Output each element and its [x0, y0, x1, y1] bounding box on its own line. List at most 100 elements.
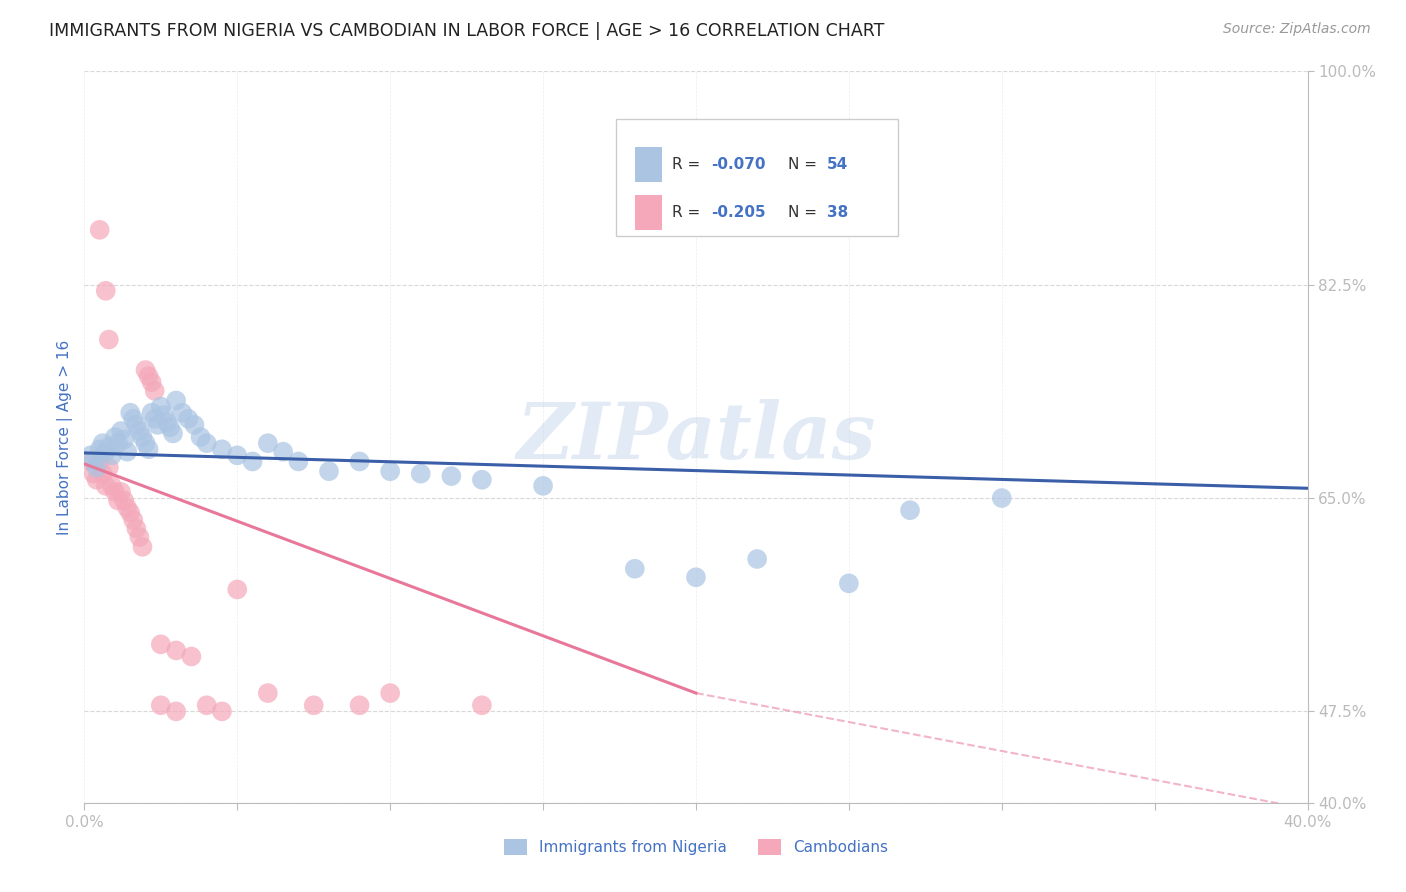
- Point: [149, 698, 172, 713]
- Point: [112, 433, 135, 447]
- Point: [380, 686, 402, 700]
- Point: [195, 436, 218, 450]
- Point: [125, 521, 148, 535]
- Point: [89, 454, 111, 468]
- Point: [79, 448, 101, 462]
- Point: [153, 408, 176, 422]
- Point: [257, 686, 280, 700]
- Text: -0.205: -0.205: [710, 205, 765, 220]
- Point: [94, 479, 117, 493]
- FancyBboxPatch shape: [636, 146, 662, 182]
- Point: [97, 440, 120, 454]
- Point: [115, 444, 138, 458]
- Point: [318, 464, 340, 478]
- Point: [838, 576, 860, 591]
- Point: [211, 705, 233, 719]
- Point: [624, 562, 647, 576]
- Text: ZIPatlas: ZIPatlas: [516, 399, 876, 475]
- Text: R =: R =: [672, 157, 704, 172]
- Point: [131, 430, 153, 444]
- Text: R =: R =: [672, 205, 704, 220]
- Point: [302, 698, 325, 713]
- Text: N =: N =: [787, 157, 821, 172]
- Point: [79, 454, 101, 468]
- Point: [97, 460, 120, 475]
- Point: [159, 420, 181, 434]
- Point: [143, 384, 166, 398]
- Point: [183, 417, 205, 432]
- Point: [531, 479, 554, 493]
- Point: [107, 436, 129, 450]
- Point: [257, 436, 280, 450]
- Point: [991, 491, 1014, 505]
- Point: [83, 454, 105, 468]
- Point: [380, 464, 402, 478]
- Point: [156, 416, 179, 430]
- Point: [120, 406, 142, 420]
- Point: [149, 637, 172, 651]
- Point: [162, 426, 184, 441]
- Point: [94, 444, 117, 458]
- Point: [143, 412, 166, 426]
- Point: [747, 552, 769, 566]
- Point: [115, 500, 138, 515]
- Point: [165, 705, 187, 719]
- Point: [86, 460, 108, 475]
- Point: [125, 417, 148, 432]
- Point: [226, 582, 249, 597]
- Y-axis label: In Labor Force | Age > 16: In Labor Force | Age > 16: [58, 340, 73, 534]
- Point: [177, 412, 200, 426]
- Text: -0.070: -0.070: [710, 157, 765, 172]
- Point: [110, 424, 132, 438]
- Point: [97, 333, 120, 347]
- Text: N =: N =: [787, 205, 821, 220]
- Point: [128, 530, 150, 544]
- Point: [146, 417, 169, 432]
- Point: [180, 649, 202, 664]
- Point: [141, 376, 163, 390]
- Point: [242, 454, 264, 468]
- Point: [86, 473, 108, 487]
- Point: [91, 436, 114, 450]
- Point: [409, 467, 432, 481]
- Point: [898, 503, 921, 517]
- Point: [149, 400, 172, 414]
- Point: [135, 436, 157, 450]
- Point: [122, 513, 145, 527]
- Point: [471, 473, 494, 487]
- Point: [685, 570, 707, 584]
- Point: [440, 469, 463, 483]
- Point: [128, 424, 150, 438]
- Point: [226, 448, 249, 462]
- Point: [271, 444, 294, 458]
- Point: [89, 223, 111, 237]
- Point: [101, 479, 124, 493]
- Point: [138, 442, 160, 457]
- Point: [122, 412, 145, 426]
- Text: 38: 38: [827, 205, 848, 220]
- Text: 54: 54: [827, 157, 848, 172]
- Point: [112, 493, 135, 508]
- Point: [165, 393, 187, 408]
- Point: [195, 698, 218, 713]
- Point: [120, 506, 142, 520]
- Text: Source: ZipAtlas.com: Source: ZipAtlas.com: [1223, 22, 1371, 37]
- Point: [89, 442, 111, 457]
- FancyBboxPatch shape: [616, 119, 898, 235]
- Point: [83, 467, 105, 481]
- Point: [190, 430, 212, 444]
- Point: [107, 493, 129, 508]
- FancyBboxPatch shape: [636, 195, 662, 230]
- Point: [211, 442, 233, 457]
- Point: [101, 448, 124, 462]
- Point: [349, 698, 371, 713]
- Point: [91, 467, 114, 481]
- Point: [135, 363, 157, 377]
- Legend: Immigrants from Nigeria, Cambodians: Immigrants from Nigeria, Cambodians: [498, 833, 894, 861]
- Point: [104, 430, 127, 444]
- Point: [110, 484, 132, 499]
- Point: [165, 643, 187, 657]
- Text: IMMIGRANTS FROM NIGERIA VS CAMBODIAN IN LABOR FORCE | AGE > 16 CORRELATION CHART: IMMIGRANTS FROM NIGERIA VS CAMBODIAN IN …: [49, 22, 884, 40]
- Point: [471, 698, 494, 713]
- Point: [104, 484, 127, 499]
